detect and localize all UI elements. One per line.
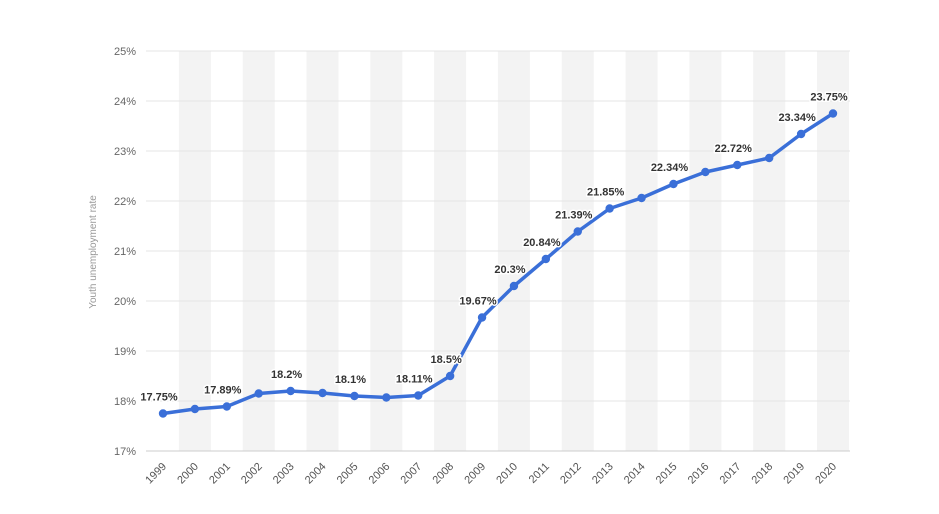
data-point xyxy=(796,129,806,139)
data-point xyxy=(158,409,168,418)
x-tick-label: 2010 xyxy=(494,461,520,487)
x-tick-label: 2000 xyxy=(175,461,201,487)
data-label: 21.85% xyxy=(587,187,625,199)
x-tick-label: 2004 xyxy=(303,461,329,487)
series-path xyxy=(161,111,835,416)
data-point xyxy=(318,388,327,398)
x-tick-label: 2019 xyxy=(781,461,807,487)
data-label: 17.75% xyxy=(140,392,178,404)
x-tick-label: 2018 xyxy=(750,461,776,487)
data-point xyxy=(637,193,646,203)
data-point xyxy=(828,109,838,118)
data-label: 23.75% xyxy=(810,92,848,104)
data-label: 18.2% xyxy=(271,369,302,381)
x-tick-label: 2005 xyxy=(335,461,361,487)
data-points xyxy=(158,109,838,418)
x-tick-label: 2017 xyxy=(718,461,744,487)
x-tick-label: 2007 xyxy=(399,461,425,487)
data-point xyxy=(669,179,678,189)
x-tick-label: 2015 xyxy=(654,461,680,487)
data-label: 20.84% xyxy=(523,237,561,249)
x-tick-label: 2002 xyxy=(239,461,265,487)
data-point xyxy=(286,386,295,396)
data-label: 19.67% xyxy=(459,296,497,308)
x-tick-label: 1999 xyxy=(143,461,169,487)
data-label: 18.11% xyxy=(396,374,433,386)
y-tick-label: 20% xyxy=(114,296,136,308)
data-label: 23.34% xyxy=(778,112,816,124)
data-label: 22.72% xyxy=(715,143,753,155)
data-label: 18.1% xyxy=(335,374,366,386)
x-tick-label: 2008 xyxy=(430,461,456,487)
data-label: 22.34% xyxy=(651,162,689,174)
x-tick-label: 2013 xyxy=(590,461,616,487)
x-tick-label: 2020 xyxy=(813,461,839,487)
x-tick-label: 2001 xyxy=(207,461,233,487)
data-point xyxy=(254,389,263,398)
x-tick-label: 2016 xyxy=(686,461,712,487)
y-tick-label: 21% xyxy=(114,246,136,258)
y-tick-label: 18% xyxy=(114,396,136,408)
y-tick-label: 17% xyxy=(114,446,136,458)
y-axis-ticks: 17% 18% 19% 20% 21% 22% 23% 24% 25% xyxy=(114,46,136,458)
y-tick-label: 19% xyxy=(114,346,136,358)
data-point xyxy=(605,204,614,213)
data-point xyxy=(222,402,232,411)
data-label: 20.3% xyxy=(494,264,525,276)
series-line xyxy=(161,111,835,416)
x-tick-label: 2003 xyxy=(271,461,297,487)
x-tick-label: 2006 xyxy=(367,461,393,487)
data-point xyxy=(190,404,200,414)
x-tick-label: 2012 xyxy=(558,461,584,487)
data-point xyxy=(382,393,391,402)
data-point xyxy=(477,313,487,322)
y-axis-label: Youth unemployment rate xyxy=(88,195,99,309)
x-axis-ticks: 1999 2000 2001 2002 2003 2004 2005 2006 2007 2008… xyxy=(143,461,839,487)
data-point xyxy=(541,254,551,264)
y-tick-label: 22% xyxy=(114,196,136,208)
x-tick-label: 2011 xyxy=(527,461,552,486)
data-label: 18.5% xyxy=(431,354,462,366)
x-tick-label: 2014 xyxy=(622,461,648,487)
y-tick-label: 25% xyxy=(114,46,136,58)
y-tick-label: 23% xyxy=(114,146,136,158)
data-point xyxy=(350,391,359,401)
data-labels: 17.75% 17.89% 18.2% 18.1% 18.11% 18.5% 19.67% 2… xyxy=(139,90,850,405)
data-label: 17.89% xyxy=(204,385,242,397)
data-point xyxy=(701,167,710,177)
data-point xyxy=(445,371,455,381)
x-tick-label: 2009 xyxy=(462,461,488,487)
data-point xyxy=(764,153,774,163)
data-point xyxy=(573,227,582,236)
data-point xyxy=(414,391,423,400)
data-label: 21.39% xyxy=(555,210,593,222)
data-point xyxy=(733,160,742,170)
y-tick-label: 24% xyxy=(114,96,136,108)
data-point xyxy=(509,281,519,291)
